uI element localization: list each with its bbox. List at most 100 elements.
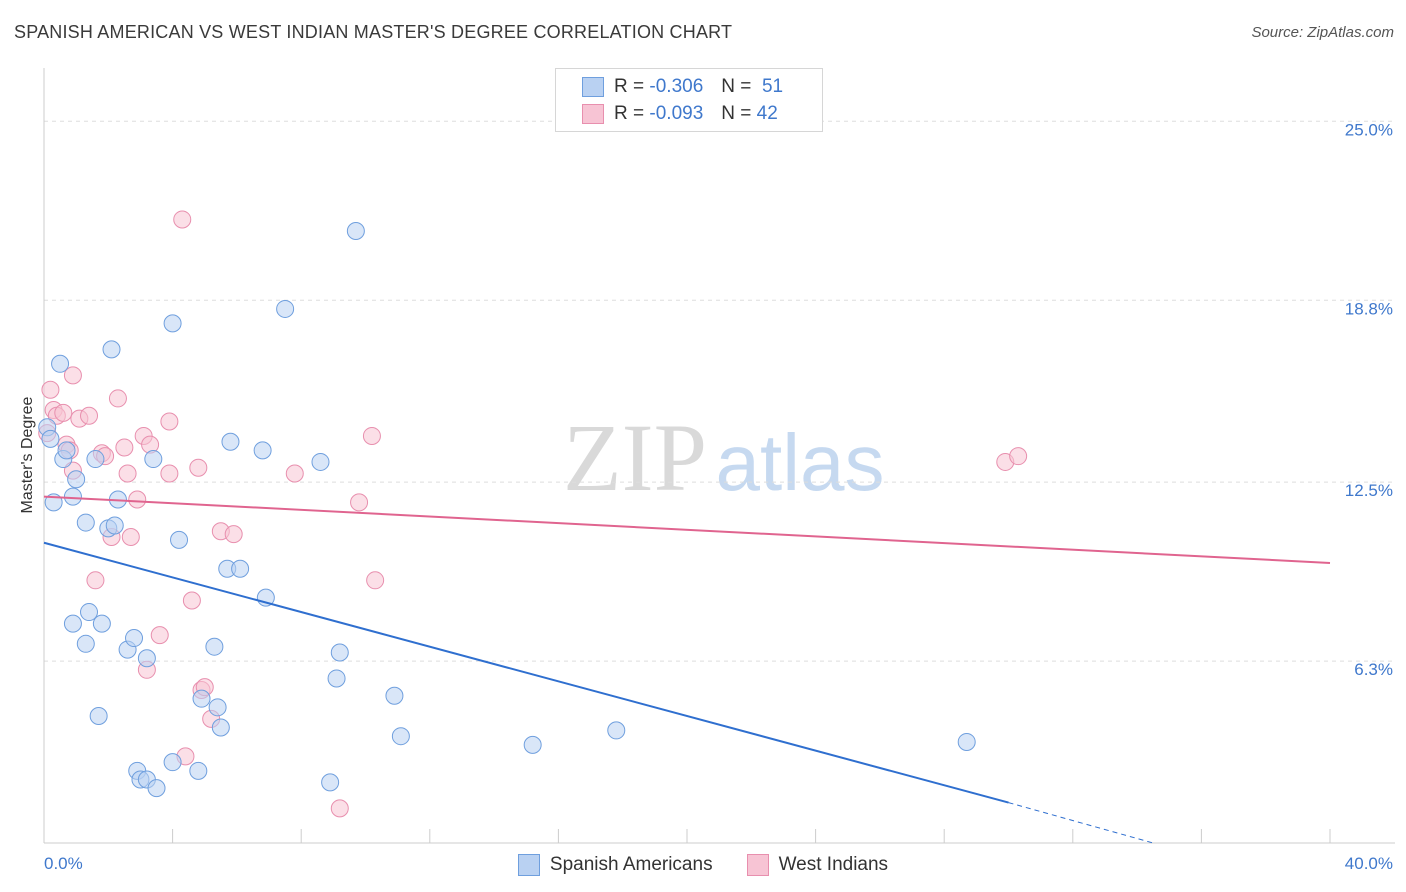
spanish-americans-point [137, 649, 156, 668]
spanish-americans-point [391, 727, 410, 746]
spanish-americans-point [957, 732, 976, 751]
legend-r-label: R = [614, 103, 645, 124]
axes [43, 68, 1395, 844]
y-tick-label: 6.3% [1354, 660, 1393, 679]
west-indians-point [41, 380, 60, 399]
legend-item-west-indians[interactable]: West Indians [746, 854, 889, 876]
spanish-americans-point [189, 761, 208, 780]
legend-item-spanish-americans[interactable]: Spanish Americans [517, 854, 713, 876]
west-indians-point [115, 438, 134, 457]
stats-legend: R = -0.306 N = 51 R = -0.093 N = 42 [555, 68, 823, 132]
legend-n-value: 42 [756, 103, 778, 124]
spanish-americans-point [76, 513, 95, 532]
legend-n-label: N = [721, 76, 752, 97]
blue-swatch-icon [517, 854, 540, 876]
spanish-americans-point [80, 603, 99, 622]
trend-lines [43, 495, 1331, 844]
west-indians-point [189, 458, 208, 477]
spanish-americans-point [385, 686, 404, 705]
blue-swatch-icon [582, 77, 604, 97]
legend-row-spanish-americans: R = -0.306 N = 51 [556, 73, 783, 101]
pink-swatch-icon [582, 104, 604, 124]
west-indians-trend-line [43, 495, 1331, 564]
spanish-americans-point [144, 450, 163, 469]
west-indians-point [121, 528, 140, 546]
spanish-americans-point [86, 450, 105, 469]
spanish-americans-point [221, 432, 240, 451]
spanish-americans-point [51, 354, 70, 373]
legend-r-value: -0.306 [649, 76, 704, 97]
watermark: ZIP atlas [563, 404, 884, 511]
west-indians-point [330, 799, 349, 818]
spanish-americans-point [76, 634, 95, 653]
spanish-americans-point [321, 773, 340, 792]
legend-row-west-indians: R = -0.093 N = 42 [556, 100, 778, 128]
west-indians-point [63, 366, 82, 385]
spanish-americans-point [523, 735, 542, 754]
spanish-americans-point [92, 614, 111, 633]
spanish-americans-point [57, 441, 76, 460]
legend-r-label: R = [614, 76, 645, 97]
y-tick-label: 12.5% [1345, 481, 1393, 500]
west-indians-point [366, 571, 385, 590]
y-tick-label: 25.0% [1345, 120, 1393, 139]
legend-label: West Indians [778, 854, 889, 875]
spanish-americans-point [205, 637, 224, 656]
spanish-americans-trend-line [43, 541, 1009, 804]
west-indians-point [108, 389, 127, 408]
tick-labels: 6.3% 12.5% 18.8% 25.0% 0.0% 40.0% [44, 120, 1393, 873]
west-indians-point [285, 464, 304, 483]
spanish-americans-point [211, 718, 230, 737]
west-indians-point [182, 591, 201, 610]
spanish-americans-point [276, 299, 295, 318]
spanish-americans-point [63, 614, 82, 633]
west-indians-point [362, 426, 381, 445]
west-indians-point [86, 571, 105, 590]
spanish-americans-point [231, 559, 250, 578]
legend-n-value: 51 [761, 76, 784, 97]
west-indians-point [54, 403, 73, 422]
spanish-americans-point [125, 629, 144, 648]
y-axis-label: Master's Degree [19, 396, 36, 514]
spanish-americans-point [163, 753, 182, 772]
watermark-atlas: atlas [716, 418, 885, 507]
spanish-americans-point [192, 689, 211, 708]
spanish-americans-point [346, 222, 365, 240]
spanish-americans-point [105, 516, 124, 535]
spanish-americans-point [253, 441, 272, 460]
chart-title: SPANISH AMERICAN VS WEST INDIAN MASTER'S… [14, 22, 733, 42]
west-indians-point [128, 490, 147, 509]
spanish-americans-point [170, 530, 189, 549]
spanish-americans-point [147, 779, 166, 798]
watermark-zip: ZIP [563, 404, 707, 511]
west-indians-point [118, 464, 137, 483]
x-tick-label: 0.0% [44, 854, 83, 873]
west-indians-point [173, 210, 192, 229]
west-indians-point [1009, 447, 1028, 466]
west-indians-points [38, 210, 1028, 818]
legend-n-label: N = [721, 103, 752, 124]
west-indians-point [350, 493, 369, 512]
spanish-americans-trend-extension [1008, 802, 1154, 844]
spanish-americans-point [102, 340, 121, 359]
spanish-americans-point [67, 470, 86, 489]
spanish-americans-point [330, 643, 349, 662]
west-indians-point [160, 464, 179, 483]
gridlines [44, 120, 1395, 662]
y-tick-label: 18.8% [1345, 299, 1393, 318]
x-tick-label: 40.0% [1345, 854, 1393, 873]
spanish-americans-point [89, 706, 108, 725]
spanish-americans-points [38, 222, 976, 798]
spanish-americans-point [607, 721, 626, 740]
series-legend: Spanish Americans West Indians [0, 851, 1406, 879]
legend-r-value: -0.093 [649, 103, 704, 124]
spanish-americans-point [63, 487, 82, 506]
source-credit: Source: ZipAtlas.com [1251, 24, 1394, 41]
west-indians-point [80, 406, 99, 425]
spanish-americans-point [311, 452, 330, 471]
west-indians-point [224, 525, 243, 544]
spanish-americans-point [41, 429, 60, 448]
pink-swatch-icon [746, 854, 769, 876]
west-indians-point [150, 626, 169, 645]
